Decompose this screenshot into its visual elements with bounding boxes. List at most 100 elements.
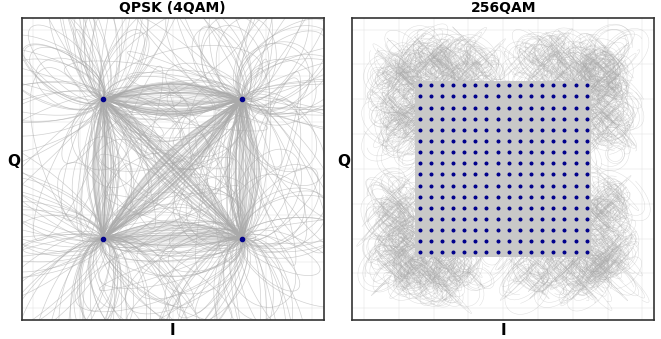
Point bbox=[492, 250, 503, 255]
Point bbox=[437, 216, 447, 222]
Point bbox=[459, 216, 469, 222]
Point bbox=[470, 194, 481, 199]
Point bbox=[559, 138, 570, 144]
Point bbox=[582, 205, 592, 211]
Point bbox=[414, 216, 425, 222]
Point bbox=[459, 161, 469, 166]
Point bbox=[504, 94, 514, 99]
Point bbox=[459, 105, 469, 110]
Point bbox=[414, 194, 425, 199]
Point bbox=[470, 149, 481, 155]
Point bbox=[447, 194, 458, 199]
Point bbox=[492, 172, 503, 177]
Point bbox=[481, 105, 492, 110]
Point bbox=[559, 227, 570, 233]
Point bbox=[481, 172, 492, 177]
Point bbox=[459, 183, 469, 188]
Point bbox=[492, 94, 503, 99]
Point bbox=[537, 127, 547, 133]
Point bbox=[492, 227, 503, 233]
Point bbox=[437, 239, 447, 244]
Point bbox=[459, 149, 469, 155]
X-axis label: I: I bbox=[170, 322, 175, 338]
Point bbox=[492, 149, 503, 155]
Point bbox=[481, 250, 492, 255]
Point bbox=[426, 250, 436, 255]
Point bbox=[470, 216, 481, 222]
Point bbox=[426, 149, 436, 155]
Point bbox=[504, 183, 514, 188]
Point bbox=[559, 105, 570, 110]
Point bbox=[515, 183, 525, 188]
Point bbox=[537, 194, 547, 199]
Point bbox=[481, 227, 492, 233]
Point bbox=[515, 250, 525, 255]
Point bbox=[447, 183, 458, 188]
Point bbox=[525, 83, 536, 88]
Point bbox=[414, 149, 425, 155]
Point bbox=[447, 149, 458, 155]
Point bbox=[525, 172, 536, 177]
Point bbox=[481, 183, 492, 188]
Point bbox=[504, 116, 514, 121]
Point bbox=[470, 227, 481, 233]
Point bbox=[437, 183, 447, 188]
Point bbox=[414, 138, 425, 144]
Point bbox=[414, 127, 425, 133]
Point bbox=[459, 172, 469, 177]
Point bbox=[570, 227, 581, 233]
Point bbox=[548, 83, 559, 88]
Point bbox=[559, 94, 570, 99]
Point bbox=[525, 94, 536, 99]
Point bbox=[437, 172, 447, 177]
Point bbox=[582, 105, 592, 110]
Point bbox=[504, 161, 514, 166]
Point bbox=[525, 205, 536, 211]
Point bbox=[582, 250, 592, 255]
Point bbox=[559, 161, 570, 166]
Point bbox=[447, 172, 458, 177]
Point bbox=[559, 194, 570, 199]
Point bbox=[426, 227, 436, 233]
Point bbox=[525, 116, 536, 121]
Point bbox=[437, 94, 447, 99]
Point bbox=[515, 227, 525, 233]
Point bbox=[515, 149, 525, 155]
Point bbox=[548, 127, 559, 133]
Point bbox=[447, 105, 458, 110]
Point bbox=[426, 161, 436, 166]
Point bbox=[537, 116, 547, 121]
Point bbox=[504, 216, 514, 222]
Point bbox=[548, 194, 559, 199]
Point bbox=[481, 94, 492, 99]
Point bbox=[570, 149, 581, 155]
Point bbox=[537, 94, 547, 99]
Point bbox=[548, 239, 559, 244]
Point bbox=[570, 116, 581, 121]
Point bbox=[537, 227, 547, 233]
Point bbox=[414, 172, 425, 177]
Point bbox=[447, 94, 458, 99]
Point bbox=[459, 83, 469, 88]
Point bbox=[515, 138, 525, 144]
Point bbox=[437, 250, 447, 255]
Title: QPSK (4QAM): QPSK (4QAM) bbox=[120, 1, 226, 16]
Point bbox=[470, 138, 481, 144]
Point bbox=[548, 205, 559, 211]
Point bbox=[437, 149, 447, 155]
Point bbox=[492, 205, 503, 211]
Point bbox=[414, 116, 425, 121]
Point bbox=[470, 205, 481, 211]
Point bbox=[437, 227, 447, 233]
Point bbox=[548, 172, 559, 177]
Point bbox=[481, 138, 492, 144]
Point bbox=[525, 127, 536, 133]
Point bbox=[426, 172, 436, 177]
Point bbox=[426, 205, 436, 211]
Point bbox=[481, 149, 492, 155]
Point bbox=[582, 172, 592, 177]
Point bbox=[582, 149, 592, 155]
Point bbox=[515, 94, 525, 99]
Point bbox=[582, 216, 592, 222]
Point bbox=[559, 183, 570, 188]
